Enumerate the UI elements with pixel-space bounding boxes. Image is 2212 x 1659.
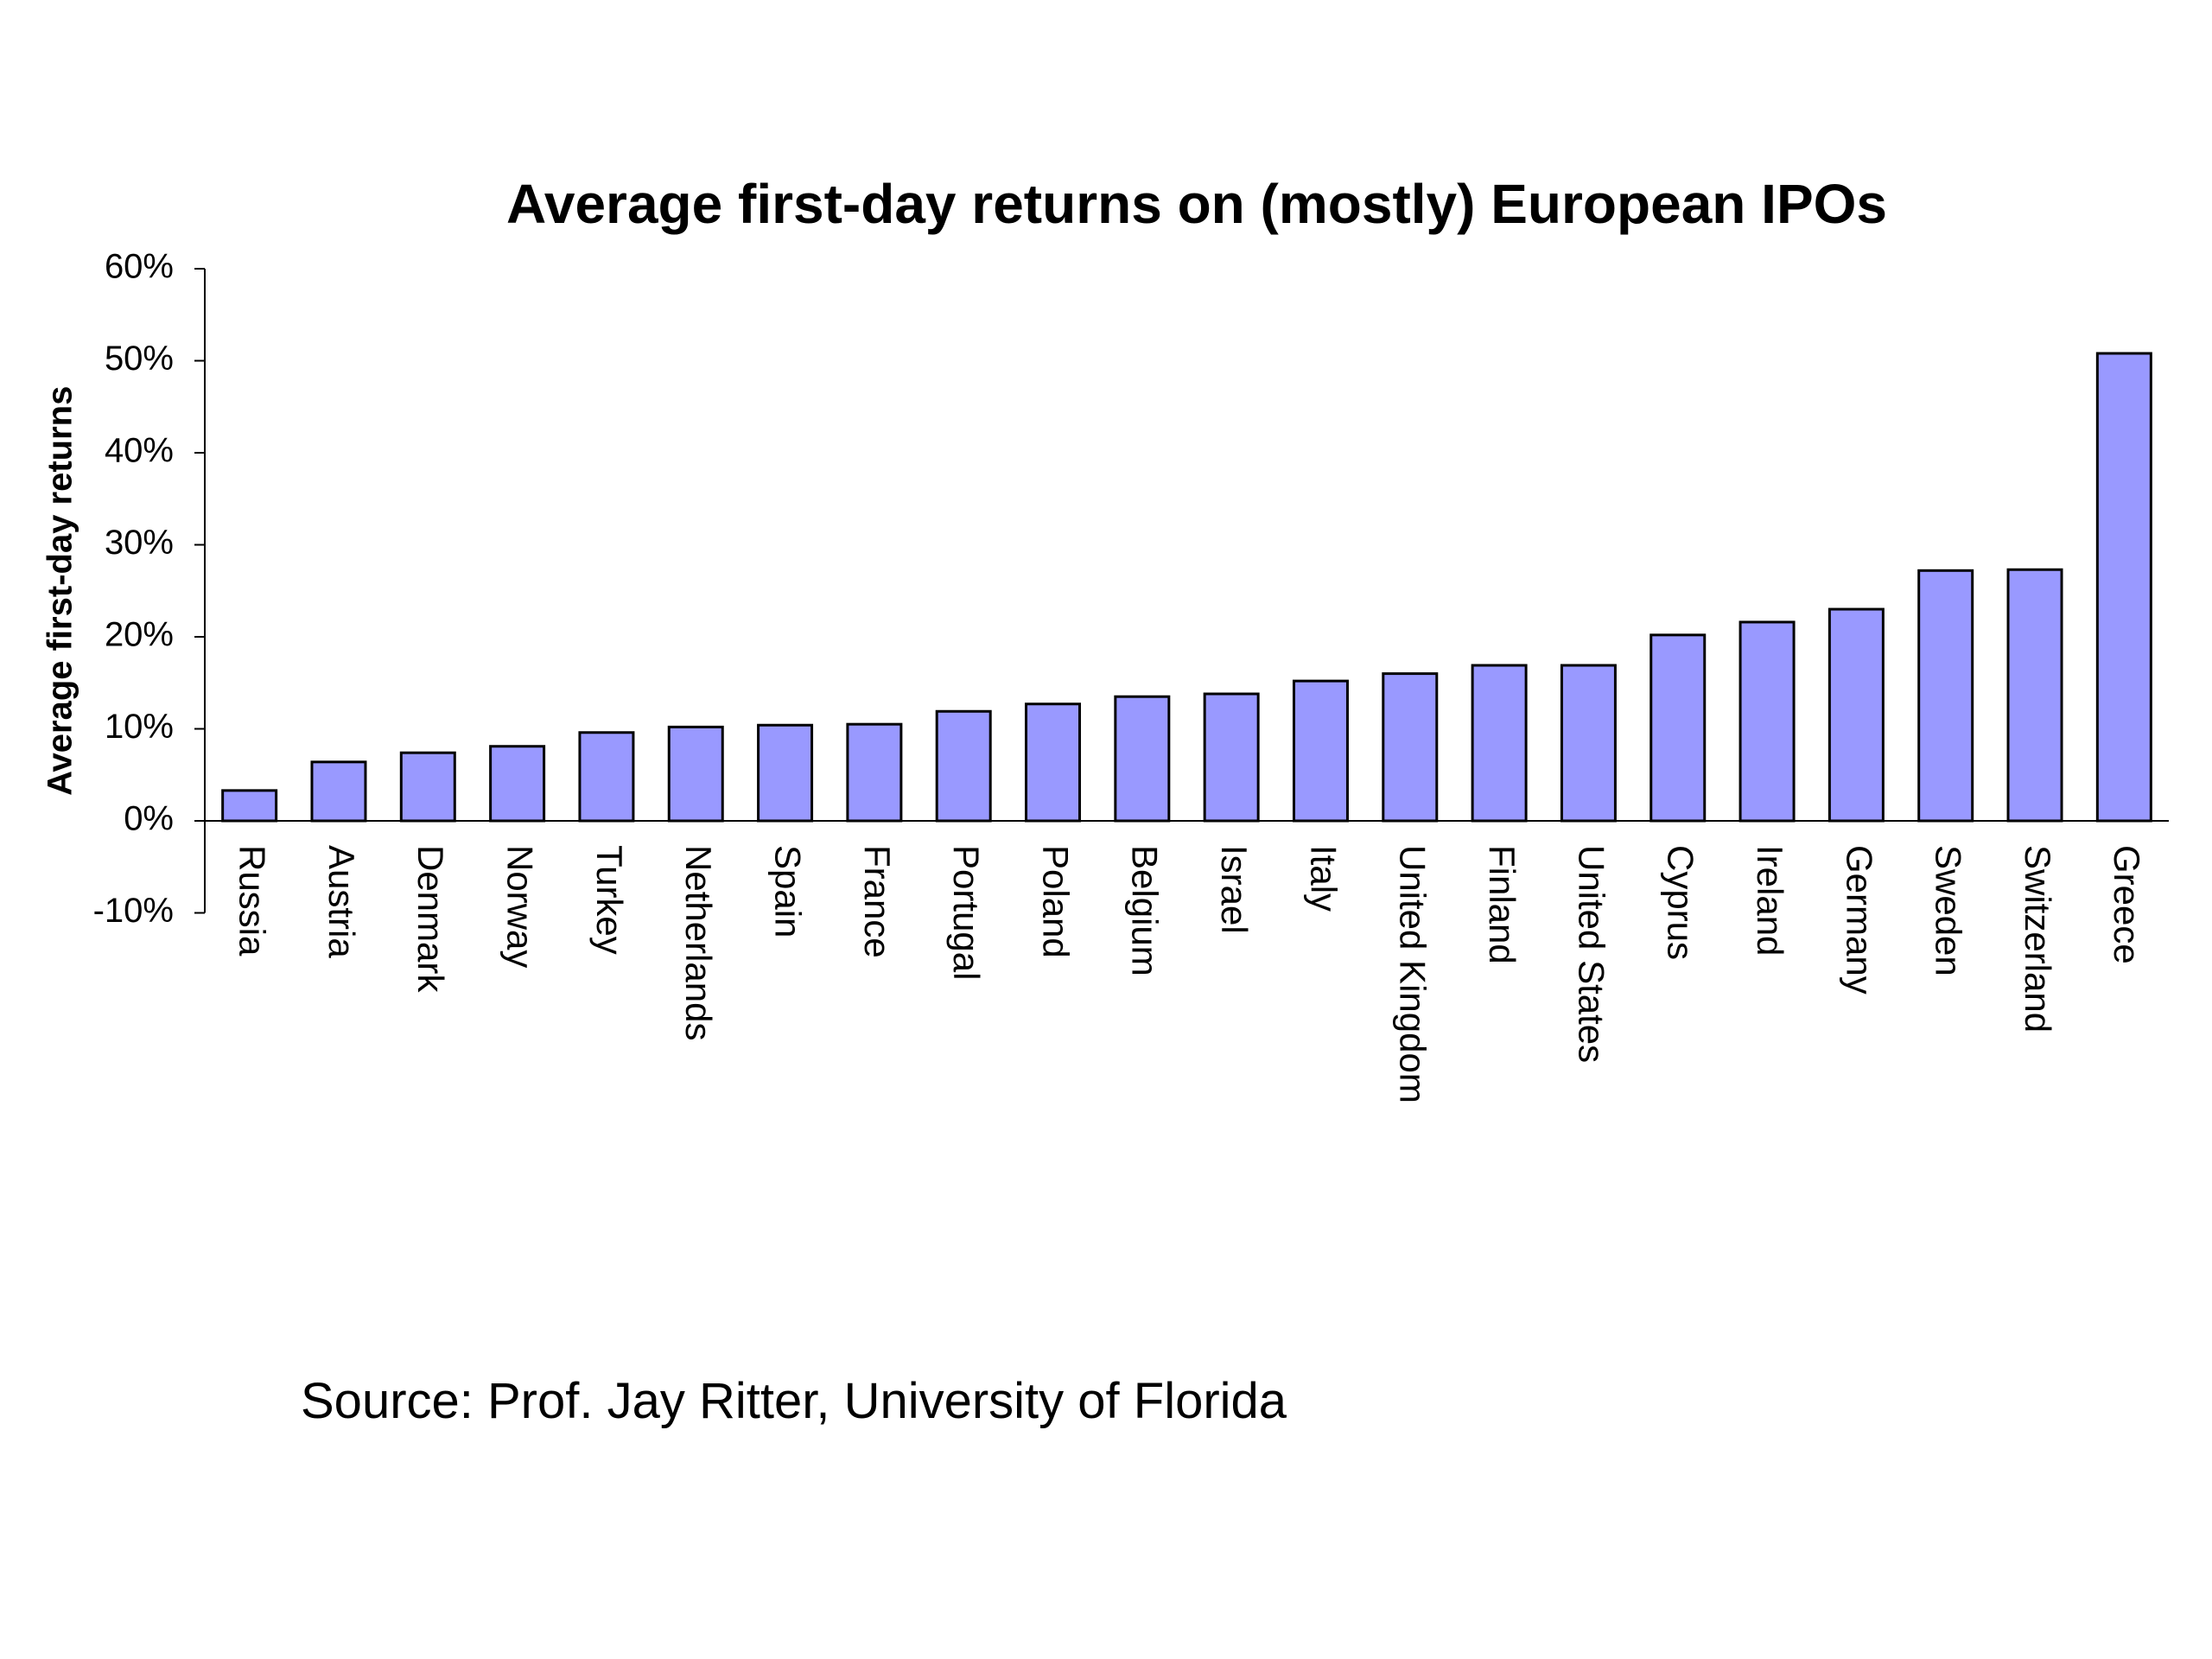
x-tick-label: Norway xyxy=(500,845,541,968)
y-tick-label: 10% xyxy=(105,708,174,746)
x-tick-label: Austria xyxy=(321,845,362,958)
x-tick-label: Finland xyxy=(1482,845,1522,964)
y-axis: -10% 0% 10% 20% 30% 40% 50% 60% xyxy=(93,248,206,930)
x-tick-label: Turkey xyxy=(589,845,630,955)
bar-austria xyxy=(310,760,367,823)
y-tick-label: -10% xyxy=(93,892,174,930)
x-tick-label: Belgium xyxy=(1125,845,1166,976)
x-tick-label: Germany xyxy=(1839,845,1879,995)
bar-denmark xyxy=(399,751,456,823)
bar-netherlands xyxy=(667,725,724,823)
bar-sweden xyxy=(1917,569,1974,823)
x-tick-label: Denmark xyxy=(410,845,451,993)
y-tick-label: 50% xyxy=(105,340,174,378)
x-tick-label: Greece xyxy=(2107,845,2147,964)
x-tick-label: Poland xyxy=(1035,845,1076,958)
bar-ireland xyxy=(1738,620,1796,823)
x-tick-label: Italy xyxy=(1303,845,1344,912)
bar-spain xyxy=(757,723,814,823)
chart-title: Average first-day returns on (mostly) Eu… xyxy=(506,173,1887,235)
x-tick-label: Portugal xyxy=(946,845,987,980)
bar-france xyxy=(846,722,903,823)
bar-united-states xyxy=(1560,664,1617,823)
y-tick-label: 60% xyxy=(105,248,174,286)
x-tick-labels: Russia Austria Denmark Norway Turkey Netherla… xyxy=(232,845,2148,1103)
bars-group xyxy=(221,352,2152,823)
x-tick-label: Switzerland xyxy=(2018,845,2058,1033)
y-axis-label: Average first-day returns xyxy=(41,386,79,796)
bar-greece xyxy=(2095,352,2152,823)
y-tick-label: 20% xyxy=(105,616,174,654)
bar-russia xyxy=(221,789,278,823)
y-tick-label: 0% xyxy=(124,800,174,838)
bar-germany xyxy=(1827,607,1885,823)
bar-turkey xyxy=(578,731,635,823)
y-tick-label: 40% xyxy=(105,432,174,470)
x-tick-label: Ireland xyxy=(1750,845,1790,956)
bar-italy xyxy=(1292,679,1349,823)
x-tick-label: Cyprus xyxy=(1661,845,1701,960)
bar-poland xyxy=(1025,702,1082,823)
bar-united-kingdom xyxy=(1382,672,1439,823)
x-tick-label: Netherlands xyxy=(678,845,719,1040)
x-tick-label: United Kingdom xyxy=(1393,845,1433,1103)
x-tick-label: Israel xyxy=(1214,845,1255,934)
x-tick-label: Spain xyxy=(767,845,808,938)
bar-israel xyxy=(1203,692,1260,823)
y-tick-label: 30% xyxy=(105,524,174,562)
bar-switzerland xyxy=(2006,568,2063,823)
bar-norway xyxy=(489,745,546,823)
x-tick-label: Sweden xyxy=(1929,845,1969,976)
source-note: Source: Prof. Jay Ritter, University of … xyxy=(301,1373,1287,1429)
x-tick-label: France xyxy=(857,845,898,958)
bar-cyprus xyxy=(1649,633,1707,823)
bar-finland xyxy=(1471,664,1528,823)
x-tick-label: Russia xyxy=(232,845,273,957)
bar-portugal xyxy=(935,709,992,823)
bar-belgium xyxy=(1114,695,1171,823)
x-tick-label: United States xyxy=(1571,845,1611,1063)
